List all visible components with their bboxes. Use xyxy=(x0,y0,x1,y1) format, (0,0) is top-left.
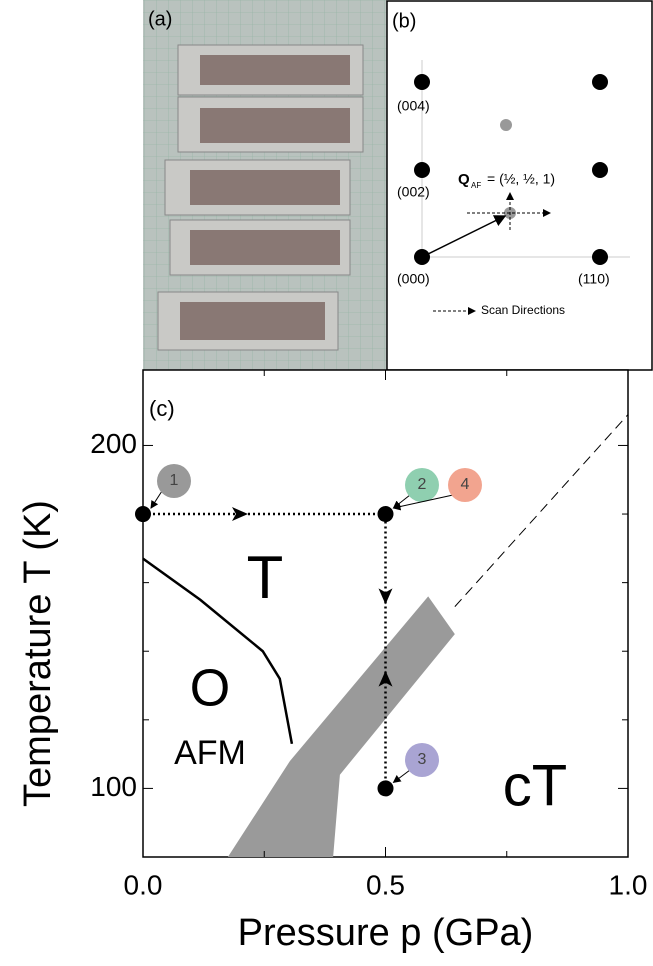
peak-label: (004) xyxy=(397,98,430,114)
x-axis-label: Pressure p (GPa) xyxy=(238,912,534,954)
phase-label: O xyxy=(190,660,230,718)
x-tick-label: 0.0 xyxy=(124,869,163,900)
panel-label: (b) xyxy=(392,10,416,32)
peak-label: (000) xyxy=(397,271,430,287)
sample-row xyxy=(190,170,340,205)
peak xyxy=(592,249,608,265)
peak-label: (110) xyxy=(578,271,610,287)
x-tick-label: 0.5 xyxy=(366,869,405,900)
y-axis-label: Temperature T (K) xyxy=(17,500,59,807)
marker-label: 4 xyxy=(461,476,470,493)
marker-label: 1 xyxy=(170,472,179,489)
peak xyxy=(414,162,430,178)
phase-label: T xyxy=(247,544,284,611)
point xyxy=(378,780,394,796)
q-symbol: Q xyxy=(458,171,470,188)
q-value: = (½, ½, 1) xyxy=(487,171,555,187)
figure: (a) (b) (004) (002) (000) (110) Q AF = (… xyxy=(0,0,653,961)
af-peak xyxy=(500,119,512,131)
x-tick-label: 1.0 xyxy=(609,869,648,900)
peak xyxy=(592,162,608,178)
panel-b: (b) (004) (002) (000) (110) Q AF = (½, ½… xyxy=(387,1,652,370)
marker-label: 2 xyxy=(418,476,427,493)
legend-text: Scan Directions xyxy=(481,303,565,317)
sample-row xyxy=(190,230,340,265)
point xyxy=(135,506,151,522)
sample-row xyxy=(200,108,350,143)
point xyxy=(378,506,394,522)
q-subscript: AF xyxy=(471,181,481,190)
y-tick-label: 100 xyxy=(90,771,137,802)
peak xyxy=(592,74,608,90)
peak xyxy=(414,74,430,90)
sample-row xyxy=(180,302,325,340)
peak-label: (002) xyxy=(397,184,430,200)
panel-label: (a) xyxy=(148,8,172,30)
panel-c: 0.0 0.5 1.0 100 200 Pressure p (GPa) Temperatu… xyxy=(17,370,647,954)
panel-label: (c) xyxy=(149,396,175,421)
marker-label: 3 xyxy=(418,751,427,768)
panel-a: (a) xyxy=(143,0,387,370)
phase-label: cT xyxy=(503,753,567,818)
sample-row xyxy=(200,55,350,85)
phase-label: AFM xyxy=(174,734,246,772)
y-tick-label: 200 xyxy=(90,428,137,459)
